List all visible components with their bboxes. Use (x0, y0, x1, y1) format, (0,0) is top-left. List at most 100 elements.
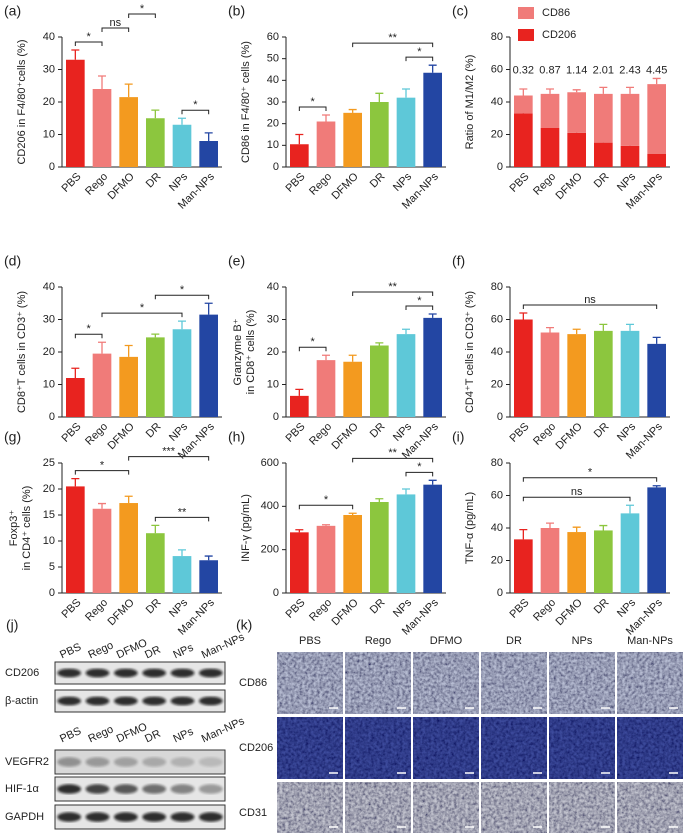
y-tick-label: 0 (497, 161, 503, 173)
significance-bracket (181, 109, 210, 115)
bar (119, 97, 138, 167)
y-axis-label: INF-γ (pg/mL) (240, 494, 252, 562)
bar (620, 513, 640, 593)
error-bar (546, 522, 554, 528)
x-tick-label: PBS (59, 421, 83, 445)
bar-segment (620, 93, 640, 146)
bar (370, 502, 389, 593)
error-bar (322, 524, 330, 526)
blot-band (170, 812, 195, 822)
bar (343, 515, 362, 593)
y-tick-label: 40 (491, 96, 503, 108)
bar (66, 59, 85, 167)
y-tick-label: 60 (491, 63, 503, 75)
error-bar (151, 524, 160, 534)
error-bar (295, 529, 304, 533)
bar-segment (594, 142, 613, 167)
lane-label: Man-NPs (200, 715, 247, 745)
panel-label: (e) (228, 253, 245, 269)
y-axis-label: TNF-α (pg/mL) (464, 492, 476, 564)
bar-segment (647, 84, 666, 154)
significance-label: * (87, 31, 92, 43)
micrograph (345, 717, 411, 779)
x-tick-label: NPs (167, 170, 191, 194)
y-tick-label: 25 (43, 457, 55, 469)
error-bar (348, 512, 357, 515)
bar (316, 525, 336, 593)
x-tick-label: NPs (615, 596, 639, 620)
bar-segment (567, 132, 586, 167)
y-tick-label: 15 (43, 509, 55, 521)
error-bar (519, 88, 528, 96)
bar (647, 487, 666, 593)
bar (172, 329, 192, 417)
error-bar (546, 88, 554, 94)
bar (343, 361, 362, 417)
blot-band (142, 812, 167, 822)
error-bar (204, 302, 213, 315)
significance-label: ns (571, 486, 583, 498)
y-axis-label: CD86 in F4/80⁺ cells (%) (240, 41, 252, 163)
error-bar (652, 485, 661, 488)
ratio-label: 2.43 (619, 64, 640, 76)
error-bar (428, 64, 437, 73)
x-tick-label: PBS (283, 597, 307, 621)
bar (370, 102, 389, 167)
bar (370, 345, 389, 417)
significance-label: ** (388, 281, 397, 293)
blot-frame (54, 804, 226, 830)
micrograph (345, 782, 411, 833)
significance-label: ** (388, 447, 397, 459)
bar (146, 337, 165, 417)
bar (290, 532, 309, 593)
blot-row-label: GAPDH (5, 811, 44, 823)
bar-segment (514, 95, 533, 114)
significance-label: * (324, 494, 329, 506)
bar (92, 353, 112, 417)
x-tick-label: DR (144, 171, 164, 191)
micrograph (549, 782, 615, 833)
y-tick-label: 50 (267, 53, 279, 65)
significance-label: ** (388, 32, 397, 44)
panel-label: (d) (4, 253, 21, 269)
significance-label: ns (110, 17, 122, 29)
y-tick-label: 40 (491, 346, 503, 358)
blot-band (57, 784, 82, 794)
error-bar (178, 549, 186, 557)
micrograph (481, 782, 547, 833)
y-tick-label: 40 (267, 281, 279, 293)
error-bar (375, 342, 384, 346)
bar (172, 124, 192, 167)
blot-band (85, 784, 110, 794)
x-tick-label: DFMO (553, 596, 585, 628)
y-tick-label: 30 (43, 313, 55, 325)
blot-band (198, 757, 223, 767)
x-tick-label: DR (144, 421, 164, 441)
bar-segment (514, 113, 533, 167)
error-bar (204, 132, 213, 141)
significance-bracket (522, 304, 658, 309)
blot-band (57, 696, 82, 706)
significance-label: * (193, 99, 198, 111)
error-bar (519, 528, 528, 540)
blot-band (57, 757, 82, 767)
x-tick-label: PBS (507, 421, 531, 445)
blot-band (85, 696, 110, 706)
significance-bracket (405, 56, 434, 62)
x-tick-label: NPs (167, 420, 191, 444)
blot-frame (54, 749, 226, 775)
x-tick-label: PBS (59, 597, 83, 621)
y-axis-label: CD4⁺T cells in CD3⁺ (%) (464, 291, 476, 413)
bar (290, 144, 309, 167)
ratio-label: 4.45 (646, 64, 667, 76)
y-tick-label: 30 (267, 96, 279, 108)
y-axis-label: Granzyme B⁺ (232, 318, 244, 385)
micrograph (549, 652, 615, 714)
micrograph (277, 652, 343, 714)
error-bar (652, 336, 661, 344)
error-bar (178, 117, 186, 125)
legend-swatch (518, 29, 534, 41)
micrograph (617, 717, 683, 779)
error-bar (572, 328, 581, 335)
panel-label: (b) (228, 3, 245, 19)
